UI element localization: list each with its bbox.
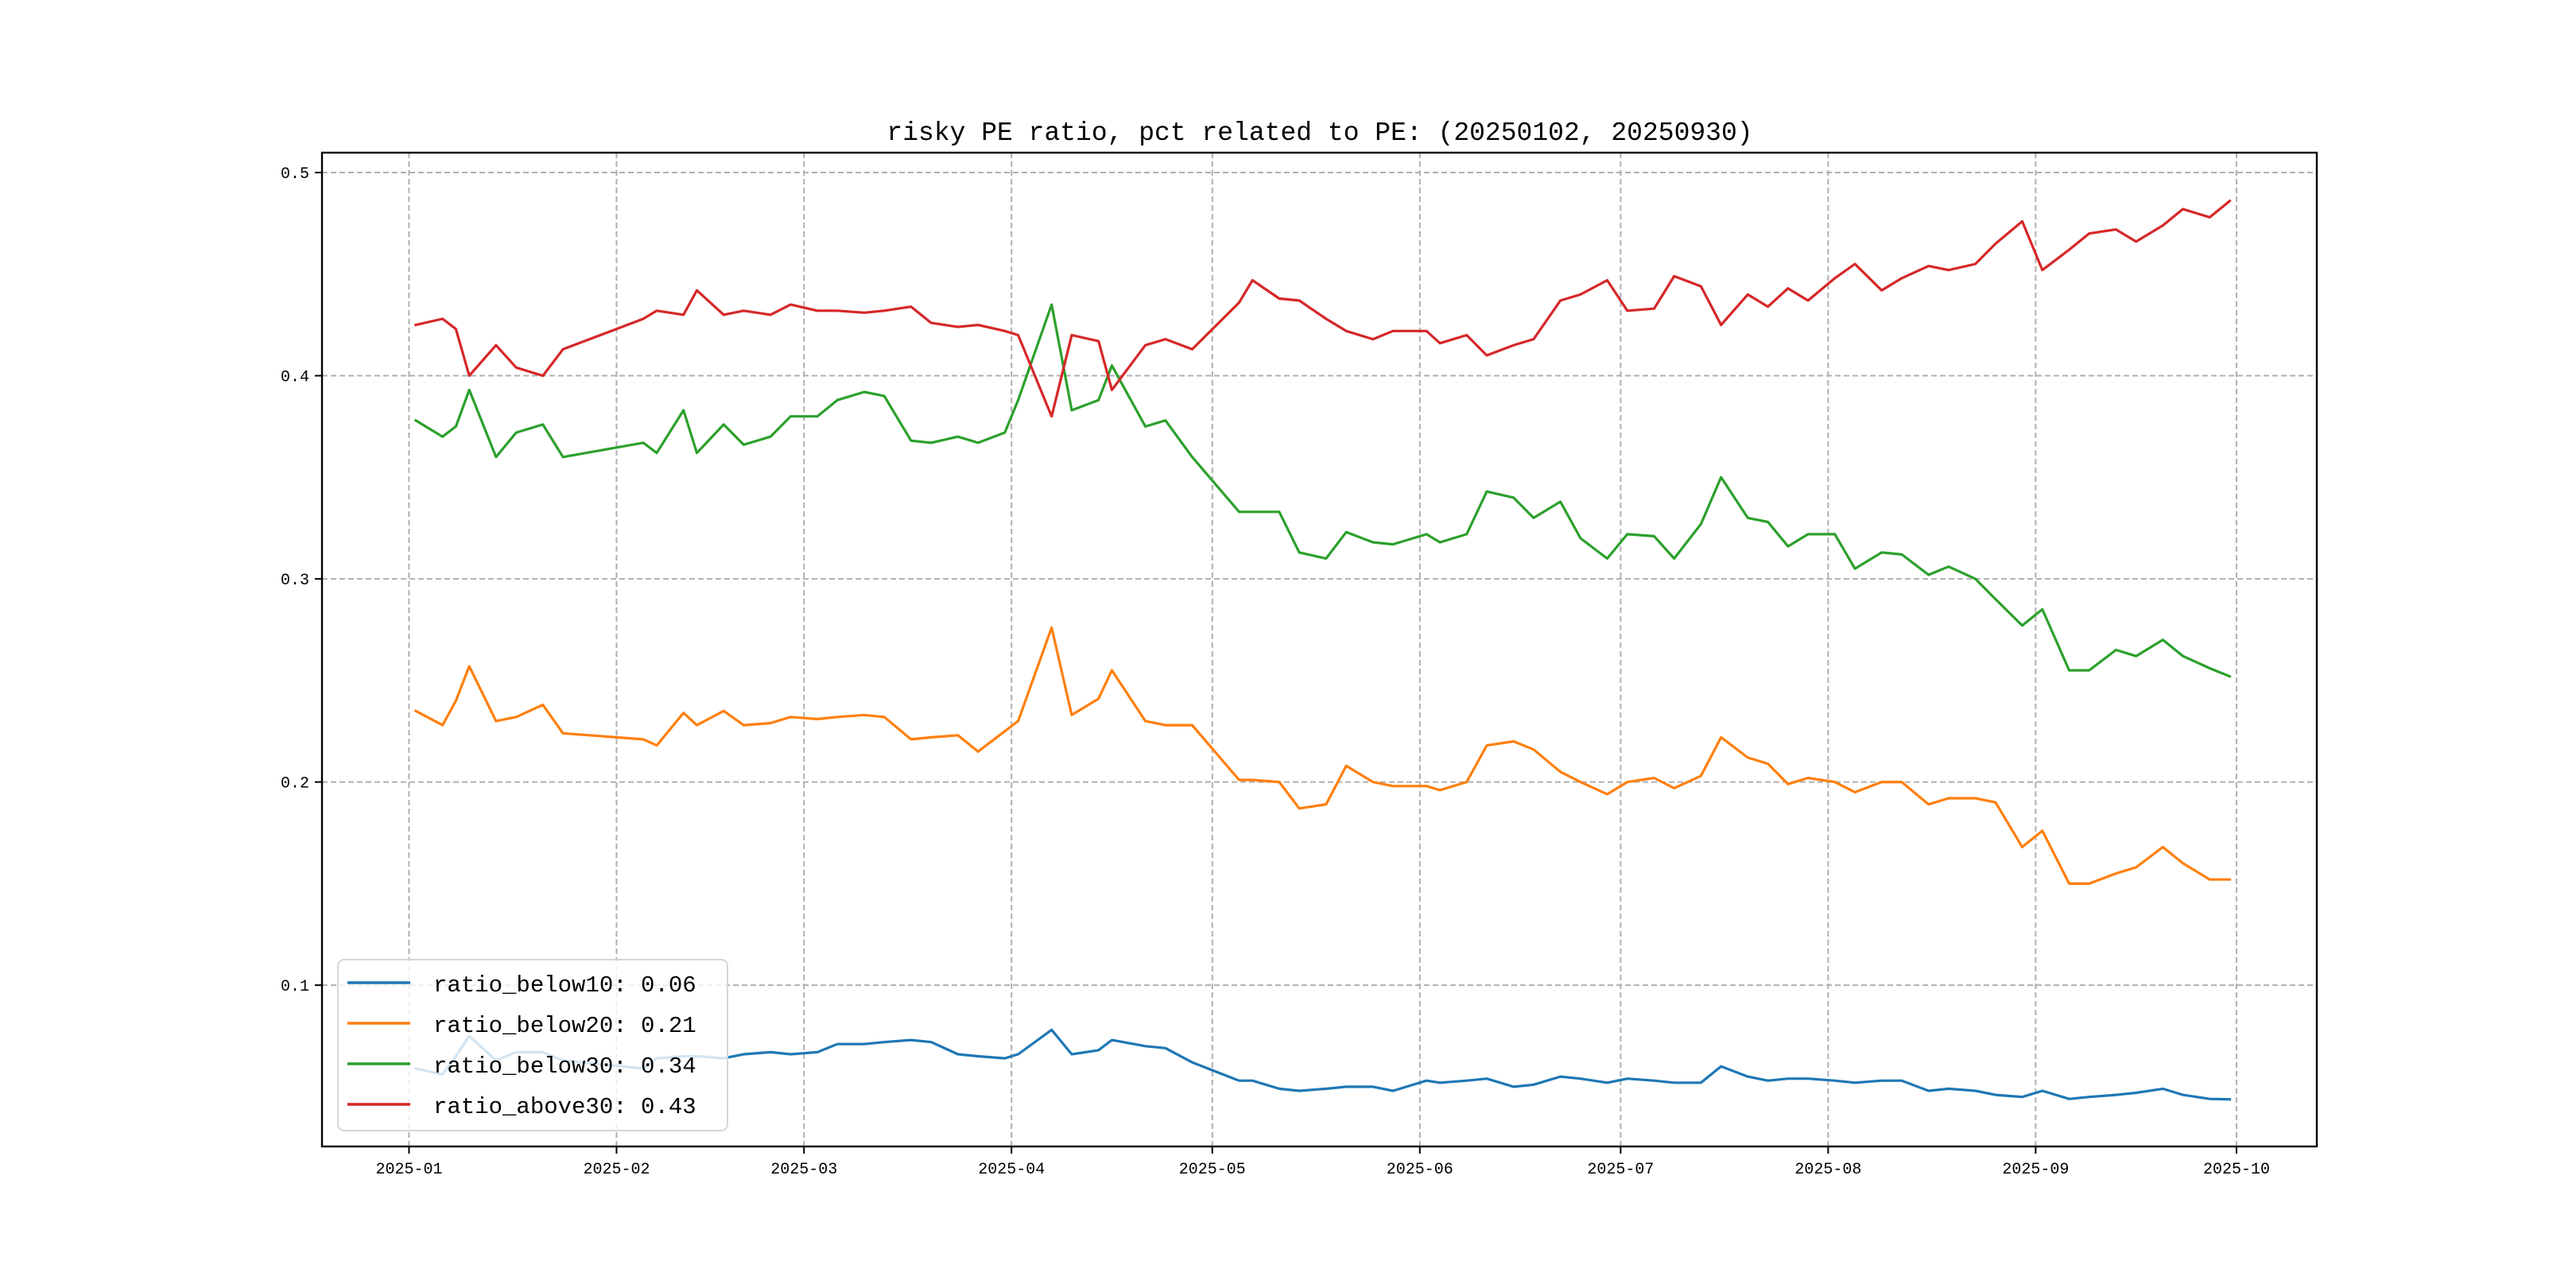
x-tick-label: 2025-07 xyxy=(1587,1161,1654,1179)
x-tick-label: 2025-09 xyxy=(2002,1161,2069,1179)
y-tick-label: 0.5 xyxy=(281,165,309,184)
series-layer xyxy=(413,199,2232,1101)
legend-label: ratio_below20: 0.21 xyxy=(433,1013,696,1039)
x-tick-label: 2025-06 xyxy=(1387,1161,1453,1179)
legend: ratio_below10: 0.06 ratio_below20: 0.21 ra… xyxy=(337,959,728,1131)
series-line-ratio-below10 xyxy=(413,1028,2232,1101)
legend-item-ratio-below10: ratio_below10: 0.06 xyxy=(347,972,696,999)
chart-title: risky PE ratio, pct related to PE: (2025… xyxy=(886,118,1752,148)
legend-label: ratio_below30: 0.34 xyxy=(433,1053,696,1080)
legend-item-ratio-above30: ratio_above30: 0.43 xyxy=(347,1094,696,1120)
legend-label: ratio_below10: 0.06 xyxy=(433,972,696,999)
legend-label: ratio_above30: 0.43 xyxy=(433,1094,696,1120)
legend-item-ratio-below20: ratio_below20: 0.21 xyxy=(347,1013,696,1039)
y-tick-label: 0.3 xyxy=(281,572,309,590)
series-line-ratio-below20 xyxy=(413,626,2232,885)
x-tick-label: 2025-04 xyxy=(978,1161,1045,1179)
x-tick-label: 2025-01 xyxy=(375,1161,442,1179)
x-tick-label: 2025-10 xyxy=(2203,1161,2270,1179)
axis-ticks: 2025-01 2025-02 2025-03 2025-04 2025-05 2025-… xyxy=(281,165,2270,1179)
y-tick-label: 0.2 xyxy=(281,775,309,793)
x-tick-label: 2025-03 xyxy=(770,1161,837,1179)
plot-frame xyxy=(320,151,2318,1148)
x-tick-label: 2025-05 xyxy=(1179,1161,1246,1179)
y-tick-label: 0.4 xyxy=(281,369,309,387)
series-line-ratio-below30 xyxy=(413,303,2232,678)
series-line-ratio-above30 xyxy=(413,199,2232,418)
legend-box xyxy=(337,959,728,1131)
legend-item-ratio-below30: ratio_below30: 0.34 xyxy=(347,1053,696,1080)
x-tick-label: 2025-08 xyxy=(1794,1161,1861,1179)
y-tick-label: 0.1 xyxy=(281,978,309,996)
x-tick-label: 2025-02 xyxy=(583,1161,650,1179)
